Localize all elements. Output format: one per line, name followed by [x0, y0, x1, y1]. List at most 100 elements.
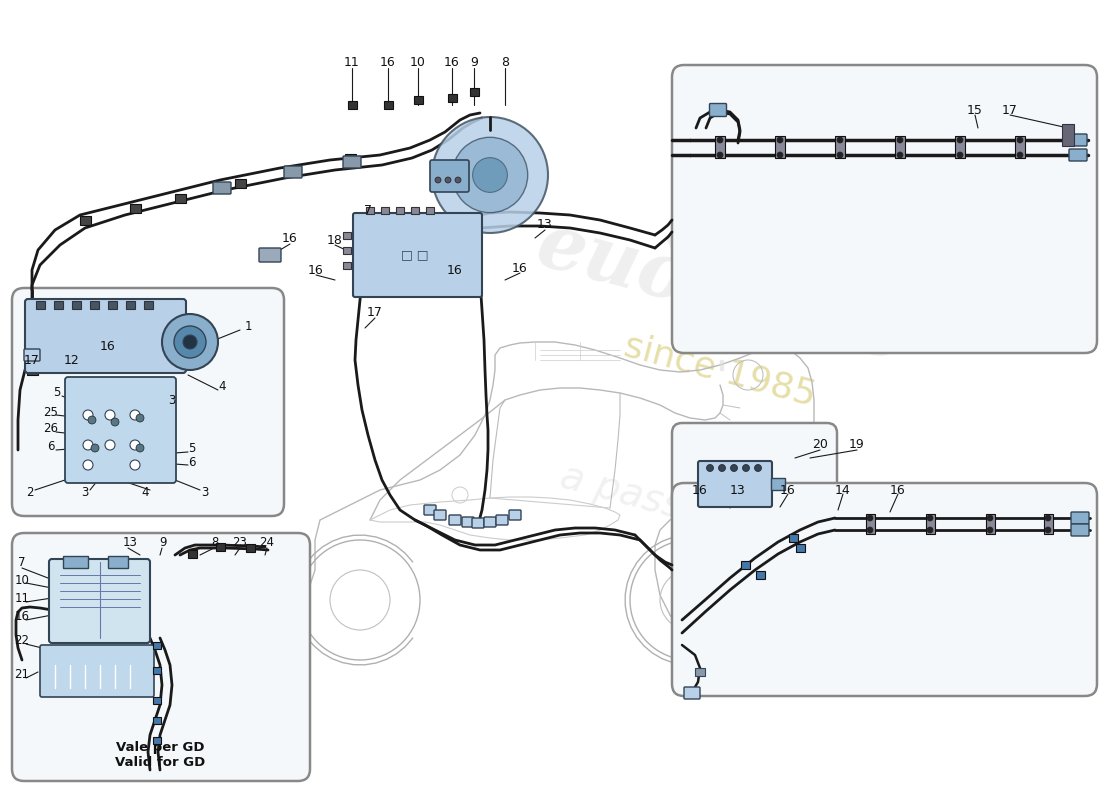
FancyBboxPatch shape — [470, 88, 478, 96]
FancyBboxPatch shape — [153, 666, 161, 674]
FancyBboxPatch shape — [472, 518, 484, 528]
Text: since 1985: since 1985 — [620, 328, 820, 412]
FancyBboxPatch shape — [348, 101, 356, 109]
Circle shape — [82, 440, 94, 450]
Circle shape — [987, 527, 993, 533]
Text: 16: 16 — [282, 231, 298, 245]
FancyBboxPatch shape — [89, 301, 99, 309]
Circle shape — [896, 152, 903, 158]
Circle shape — [837, 152, 843, 158]
FancyBboxPatch shape — [1069, 134, 1087, 146]
Circle shape — [111, 418, 119, 426]
Text: 14: 14 — [835, 483, 851, 497]
FancyBboxPatch shape — [187, 550, 197, 558]
FancyBboxPatch shape — [424, 505, 436, 515]
FancyBboxPatch shape — [72, 301, 80, 309]
Text: 8: 8 — [211, 537, 219, 550]
FancyBboxPatch shape — [496, 515, 508, 525]
FancyBboxPatch shape — [153, 697, 161, 703]
Text: 5: 5 — [53, 386, 60, 399]
Text: 16: 16 — [447, 263, 463, 277]
FancyBboxPatch shape — [153, 717, 161, 723]
FancyBboxPatch shape — [955, 136, 965, 158]
Text: a passion: a passion — [556, 458, 744, 542]
Circle shape — [730, 465, 737, 471]
FancyBboxPatch shape — [108, 556, 128, 568]
Text: 13: 13 — [730, 483, 746, 497]
Circle shape — [452, 138, 528, 213]
Text: 16: 16 — [513, 262, 528, 274]
Circle shape — [130, 410, 140, 420]
FancyBboxPatch shape — [462, 517, 474, 527]
Circle shape — [1045, 527, 1050, 533]
Circle shape — [1045, 515, 1050, 521]
FancyBboxPatch shape — [26, 366, 37, 374]
FancyBboxPatch shape — [411, 206, 419, 214]
Circle shape — [432, 117, 548, 233]
FancyBboxPatch shape — [24, 349, 40, 361]
Text: Valid for GD: Valid for GD — [114, 755, 205, 769]
Text: 5: 5 — [188, 442, 196, 454]
FancyBboxPatch shape — [776, 136, 785, 158]
Text: 11: 11 — [344, 55, 360, 69]
FancyBboxPatch shape — [449, 515, 461, 525]
FancyBboxPatch shape — [381, 206, 389, 214]
FancyBboxPatch shape — [1062, 124, 1074, 146]
FancyBboxPatch shape — [1071, 512, 1089, 524]
Circle shape — [957, 152, 962, 158]
Circle shape — [717, 152, 723, 158]
Text: 20: 20 — [812, 438, 828, 451]
FancyBboxPatch shape — [289, 166, 300, 174]
FancyBboxPatch shape — [396, 206, 404, 214]
Text: 8: 8 — [500, 55, 509, 69]
Circle shape — [162, 314, 218, 370]
FancyBboxPatch shape — [77, 361, 88, 370]
Circle shape — [987, 515, 993, 521]
Circle shape — [104, 410, 116, 420]
FancyBboxPatch shape — [509, 510, 521, 520]
Text: 10: 10 — [14, 574, 30, 586]
FancyBboxPatch shape — [130, 203, 141, 213]
Circle shape — [718, 465, 726, 471]
FancyBboxPatch shape — [1015, 136, 1025, 158]
FancyBboxPatch shape — [695, 668, 705, 676]
FancyBboxPatch shape — [108, 301, 117, 309]
FancyBboxPatch shape — [12, 288, 284, 516]
Text: 16: 16 — [890, 483, 906, 497]
FancyBboxPatch shape — [698, 461, 772, 507]
FancyBboxPatch shape — [143, 301, 153, 309]
Text: 10: 10 — [410, 55, 426, 69]
FancyBboxPatch shape — [986, 514, 994, 534]
FancyBboxPatch shape — [12, 533, 310, 781]
Circle shape — [446, 177, 451, 183]
FancyBboxPatch shape — [25, 299, 186, 373]
FancyBboxPatch shape — [710, 103, 726, 117]
Text: 1: 1 — [244, 321, 252, 334]
Circle shape — [1018, 137, 1023, 143]
Text: 15: 15 — [967, 103, 983, 117]
Circle shape — [473, 158, 507, 192]
Circle shape — [104, 440, 116, 450]
FancyBboxPatch shape — [343, 262, 351, 269]
FancyBboxPatch shape — [65, 377, 176, 483]
FancyBboxPatch shape — [672, 423, 837, 525]
Text: 13: 13 — [122, 537, 138, 550]
Polygon shape — [720, 360, 723, 370]
FancyBboxPatch shape — [426, 206, 434, 214]
Text: 4: 4 — [218, 381, 226, 394]
FancyBboxPatch shape — [756, 571, 764, 579]
FancyBboxPatch shape — [484, 517, 496, 527]
FancyBboxPatch shape — [434, 510, 446, 520]
Text: Vale per GD: Vale per GD — [116, 742, 205, 754]
Circle shape — [755, 465, 761, 471]
Circle shape — [455, 177, 461, 183]
Circle shape — [837, 137, 843, 143]
Text: euòparts: euòparts — [528, 204, 912, 376]
Text: 16: 16 — [14, 610, 30, 623]
Text: 13: 13 — [537, 218, 553, 231]
Text: 7: 7 — [19, 557, 25, 570]
Circle shape — [136, 444, 144, 452]
FancyBboxPatch shape — [125, 301, 134, 309]
FancyBboxPatch shape — [234, 178, 245, 187]
Text: 22: 22 — [14, 634, 30, 646]
